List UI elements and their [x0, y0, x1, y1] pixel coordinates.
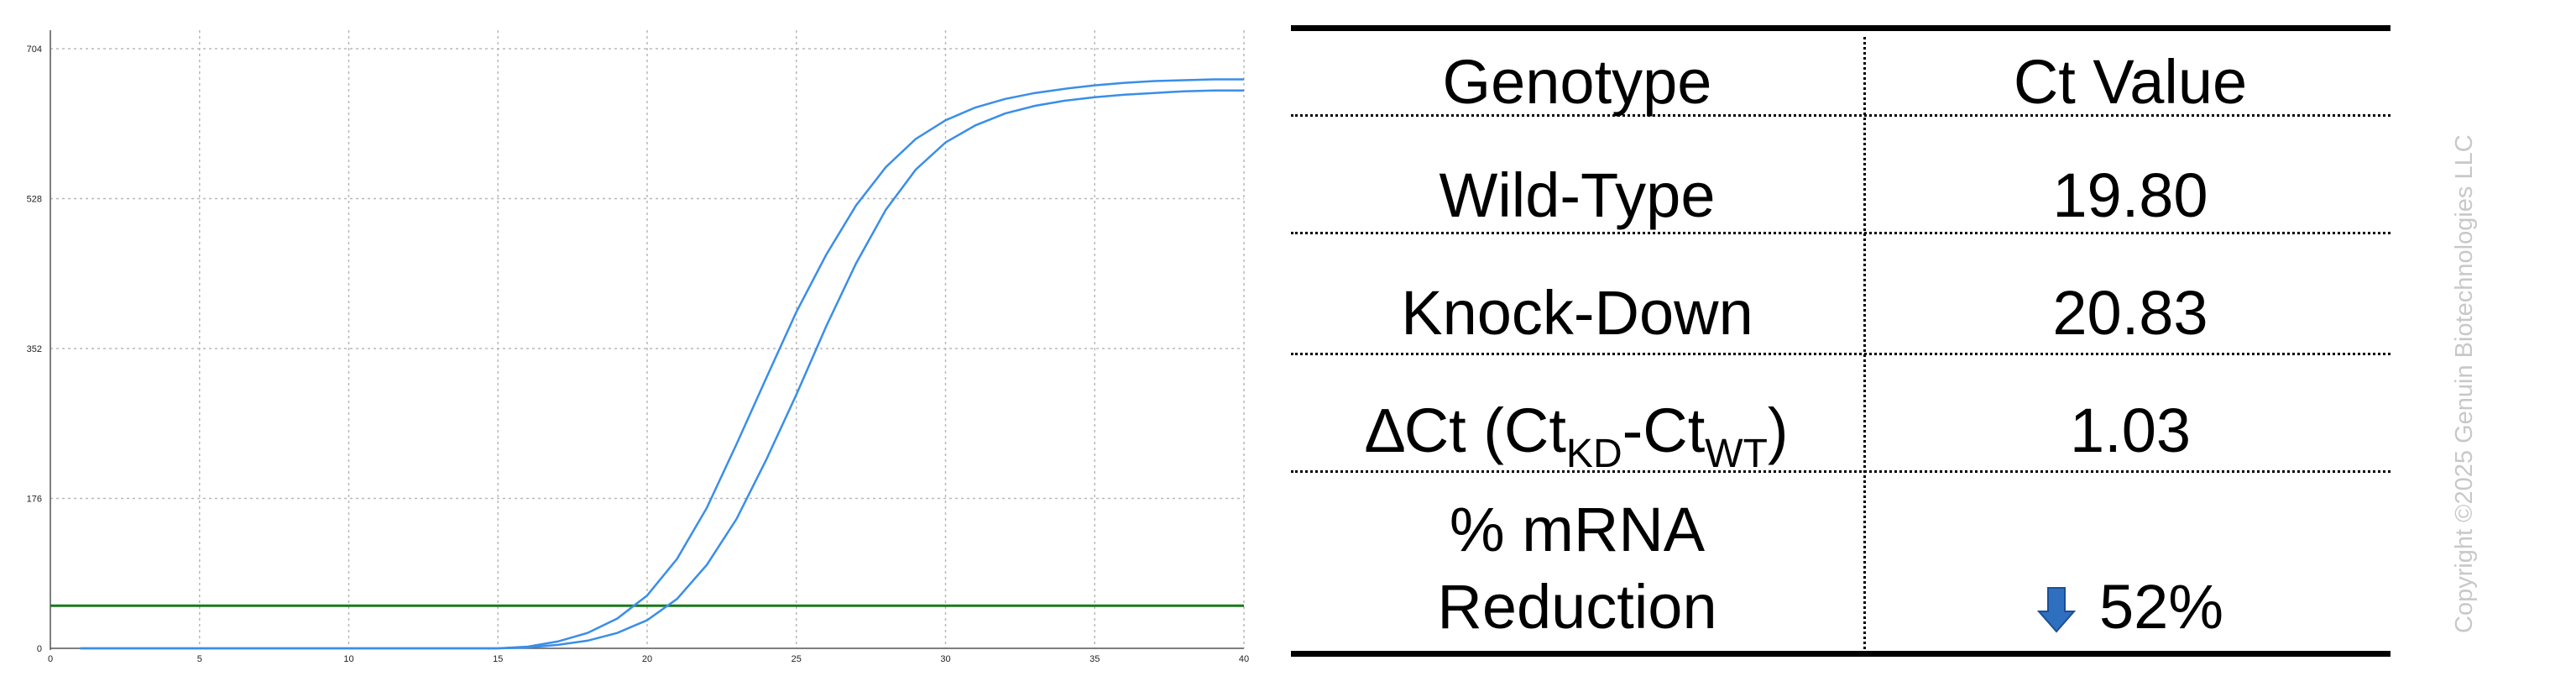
x-tick-label: 0	[48, 654, 53, 664]
delta-ct-mid: -Ct	[1622, 396, 1706, 465]
row-value-wild-type: 19.80	[2052, 160, 2208, 230]
row-label-reduction-line2: Reduction	[1437, 572, 1717, 642]
delta-ct-sub-kd: KD	[1565, 432, 1622, 476]
delta-ct-suffix: )	[1767, 396, 1789, 465]
x-tick-label: 35	[1089, 654, 1100, 664]
x-tick-label: 10	[343, 654, 353, 664]
y-tick-label: 352	[27, 344, 42, 354]
reduction-value: 52%	[2098, 572, 2224, 642]
header-ct-value: Ct Value	[2013, 47, 2248, 117]
row-divider	[1291, 114, 2391, 117]
chart-axes	[50, 30, 1244, 650]
row-label-delta-ct: ∆Ct (CtKD-CtWT)	[1291, 395, 1863, 490]
x-tick-label: 5	[197, 654, 202, 664]
amplification-curves	[80, 78, 1244, 650]
x-tick-label: 15	[493, 654, 503, 664]
row-value-reduction: 52%	[1870, 571, 2391, 643]
row-divider	[1291, 232, 2391, 234]
table-bottom-rule	[1291, 651, 2391, 657]
x-tick-label: 40	[1239, 654, 1249, 664]
amplification-curve-2	[80, 89, 1244, 650]
row-value-knock-down: 20.83	[2052, 278, 2208, 348]
x-tick-label: 25	[792, 654, 802, 664]
x-tick-label: 20	[642, 654, 652, 664]
y-tick-label: 0	[37, 644, 42, 654]
row-divider	[1291, 353, 2391, 355]
ct-results-table: Genotype Ct Value Wild-Type 19.80 Knock-…	[1291, 25, 2391, 657]
delta-ct-sub-wt: WT	[1705, 432, 1768, 476]
amplification-curve-1	[80, 78, 1244, 650]
row-value-delta-ct: 1.03	[2069, 396, 2192, 465]
y-tick-label: 176	[27, 495, 42, 505]
y-tick-label: 704	[27, 45, 42, 55]
column-divider	[1863, 37, 1866, 654]
copyright-notice: Copyright ©2025 Genuin Biotechnologies L…	[2451, 134, 2478, 633]
table-top-rule	[1291, 25, 2391, 31]
chart-tick-labels: 0 5 10 15 20 25 30 35 40 0 176 352 528 704	[27, 45, 1249, 664]
header-genotype: Genotype	[1442, 47, 1712, 117]
row-label-wild-type: Wild-Type	[1439, 160, 1716, 230]
y-tick-label: 528	[27, 195, 42, 205]
x-tick-label: 30	[940, 654, 950, 664]
row-label-knock-down: Knock-Down	[1401, 278, 1753, 348]
amplification-chart: 0 5 10 15 20 25 30 35 40 0 176 352 528 704	[27, 30, 1249, 664]
row-divider	[1291, 470, 2391, 473]
delta-ct-prefix: ∆Ct (Ct	[1366, 396, 1566, 465]
down-arrow-icon	[2036, 587, 2076, 633]
chart-grid	[50, 30, 1245, 648]
row-label-reduction-line1: % mRNA	[1449, 495, 1706, 564]
